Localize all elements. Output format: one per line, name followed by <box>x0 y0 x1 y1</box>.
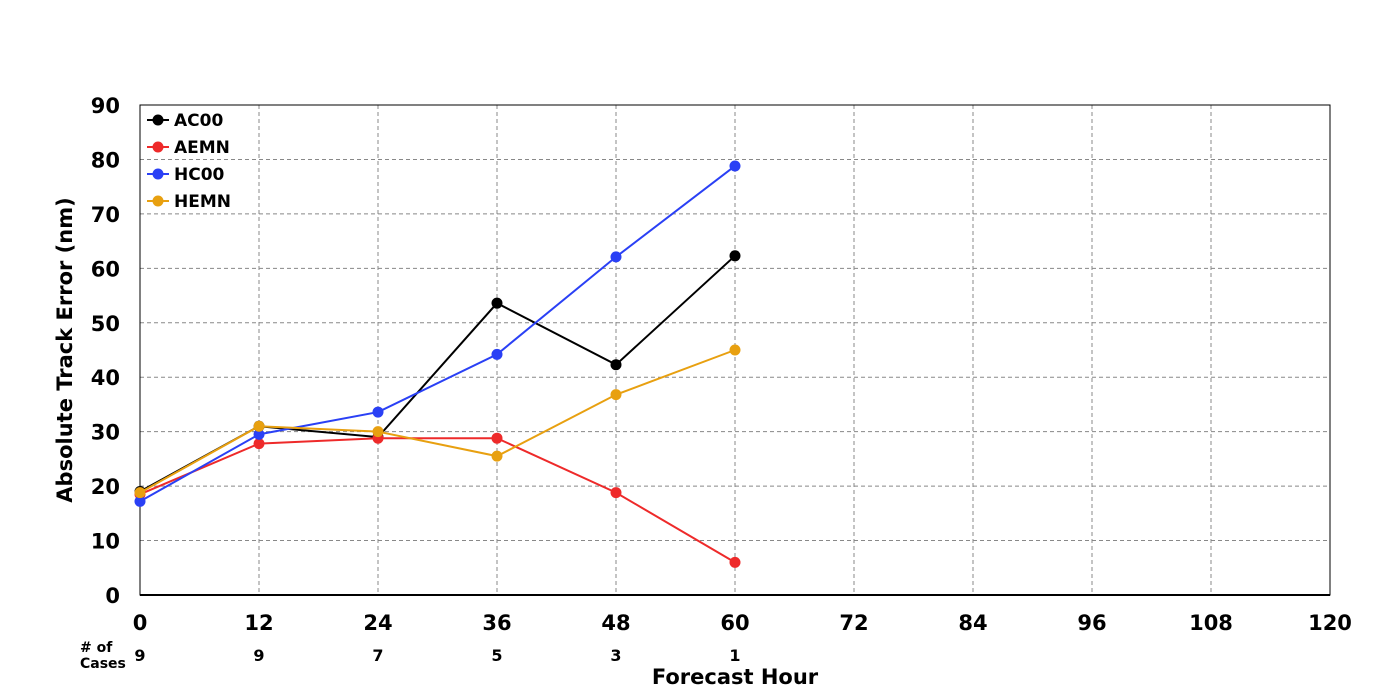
cases-value: 3 <box>610 646 621 665</box>
legend-label: AC00 <box>174 111 223 131</box>
legend-item-aemn: AEMN <box>147 138 230 158</box>
y-tick-label: 50 <box>91 312 120 336</box>
series-hc00 <box>134 160 741 507</box>
data-point-hemn <box>372 426 384 438</box>
y-tick-label: 70 <box>91 203 120 227</box>
legend-item-hemn: HEMN <box>147 192 231 212</box>
legend-item-ac00: AC00 <box>147 111 223 131</box>
y-tick-label: 20 <box>91 475 120 499</box>
series-hemn <box>134 344 741 499</box>
data-point-aemn <box>491 432 503 444</box>
x-tick-label: 48 <box>601 611 630 635</box>
cases-label-line1: # of <box>80 640 113 656</box>
legend-label: AEMN <box>174 138 230 158</box>
legend-label: HEMN <box>174 192 231 212</box>
x-tick-label: 108 <box>1189 611 1233 635</box>
x-tick-labels: 0 12 24 36 48 60 72 84 96 108 120 <box>133 611 1352 635</box>
cases-value: 1 <box>729 646 740 665</box>
data-point-hc00 <box>491 348 503 360</box>
y-tick-label: 90 <box>91 94 120 118</box>
y-tick-label: 0 <box>105 584 120 608</box>
series-line-hemn <box>139 349 736 494</box>
series-layer <box>134 160 741 568</box>
legend-label: HC00 <box>174 165 225 185</box>
cases-value: 9 <box>134 646 145 665</box>
legend-swatch-marker <box>152 195 164 207</box>
legend-item-hc00: HC00 <box>147 165 225 185</box>
data-point-ac00 <box>729 250 741 262</box>
data-point-ac00 <box>610 359 622 371</box>
data-point-aemn <box>729 556 741 568</box>
x-tick-label: 36 <box>482 611 511 635</box>
cases-value: 5 <box>491 646 502 665</box>
legend-swatch-marker <box>152 114 164 126</box>
y-tick-label: 60 <box>91 257 120 281</box>
data-point-hc00 <box>253 428 265 440</box>
series-line-aemn <box>139 437 736 564</box>
x-tick-label: 0 <box>133 611 148 635</box>
data-point-aemn <box>610 487 622 499</box>
grid-lines <box>140 105 1330 595</box>
data-point-hemn <box>253 420 265 432</box>
legend: AC00 AEMN HC00 HEMN <box>147 111 231 212</box>
data-point-hemn <box>729 344 741 356</box>
x-tick-label: 96 <box>1077 611 1106 635</box>
data-point-hemn <box>134 487 146 499</box>
y-tick-label: 80 <box>91 148 120 172</box>
data-point-hemn <box>491 450 503 462</box>
legend-swatch-marker <box>152 141 164 153</box>
data-point-aemn <box>253 438 265 450</box>
x-axis-title: Forecast Hour <box>652 665 819 689</box>
x-tick-label: 60 <box>720 611 749 635</box>
data-point-hemn <box>610 389 622 401</box>
y-axis-title: Absolute Track Error (nm) <box>53 197 77 502</box>
x-tick-label: 72 <box>839 611 868 635</box>
y-tick-label: 10 <box>91 530 120 554</box>
data-point-ac00 <box>491 297 503 309</box>
data-point-hc00 <box>134 495 146 507</box>
x-tick-label: 120 <box>1308 611 1352 635</box>
series-line-hc00 <box>139 165 736 503</box>
cases-value: 7 <box>372 646 383 665</box>
x-tick-label: 24 <box>363 611 392 635</box>
series-ac00 <box>134 250 741 498</box>
cases-values: 9 9 7 5 3 1 <box>134 646 740 665</box>
y-tick-labels: 0 10 20 30 40 50 60 70 80 90 <box>91 94 120 608</box>
x-tick-label: 12 <box>244 611 273 635</box>
legend-swatch-marker <box>152 168 164 180</box>
y-tick-label: 40 <box>91 366 120 390</box>
data-point-hc00 <box>372 406 384 418</box>
data-point-hc00 <box>610 251 622 263</box>
data-point-hc00 <box>729 160 741 172</box>
x-tick-label: 84 <box>958 611 987 635</box>
y-tick-label: 30 <box>91 421 120 445</box>
cases-label-line2: Cases <box>80 656 126 672</box>
cases-value: 9 <box>253 646 264 665</box>
